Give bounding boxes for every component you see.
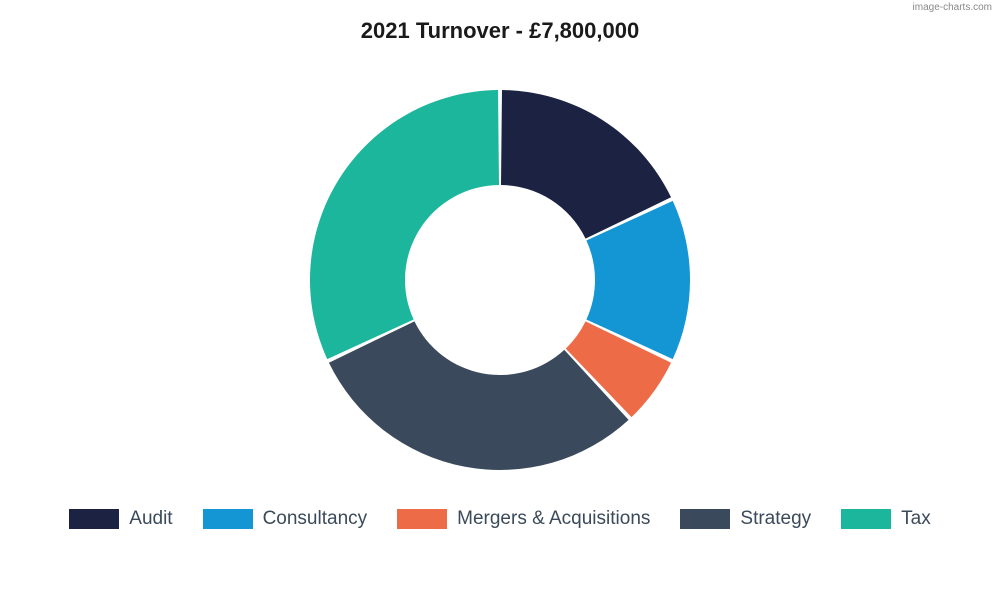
legend-label: Tax bbox=[901, 508, 931, 530]
chart-container: image-charts.com 2021 Turnover - £7,800,… bbox=[0, 0, 1000, 600]
legend-label: Consultancy bbox=[263, 508, 368, 530]
legend-label: Strategy bbox=[740, 508, 811, 530]
watermark-text: image-charts.com bbox=[913, 2, 992, 13]
legend-item: Consultancy bbox=[203, 508, 368, 530]
legend-swatch bbox=[203, 509, 253, 529]
legend-swatch bbox=[69, 509, 119, 529]
donut-slice bbox=[310, 90, 499, 359]
legend-item: Strategy bbox=[680, 508, 811, 530]
donut-chart-wrap bbox=[0, 60, 1000, 500]
legend-swatch bbox=[397, 509, 447, 529]
legend-swatch bbox=[841, 509, 891, 529]
chart-title: 2021 Turnover - £7,800,000 bbox=[0, 18, 1000, 44]
donut-chart bbox=[280, 60, 720, 500]
legend-label: Audit bbox=[129, 508, 172, 530]
legend: Audit Consultancy Mergers & Acquisitions St… bbox=[0, 508, 1000, 530]
legend-label: Mergers & Acquisitions bbox=[457, 508, 650, 530]
legend-swatch bbox=[680, 509, 730, 529]
legend-item: Audit bbox=[69, 508, 172, 530]
legend-item: Mergers & Acquisitions bbox=[397, 508, 650, 530]
legend-item: Tax bbox=[841, 508, 931, 530]
